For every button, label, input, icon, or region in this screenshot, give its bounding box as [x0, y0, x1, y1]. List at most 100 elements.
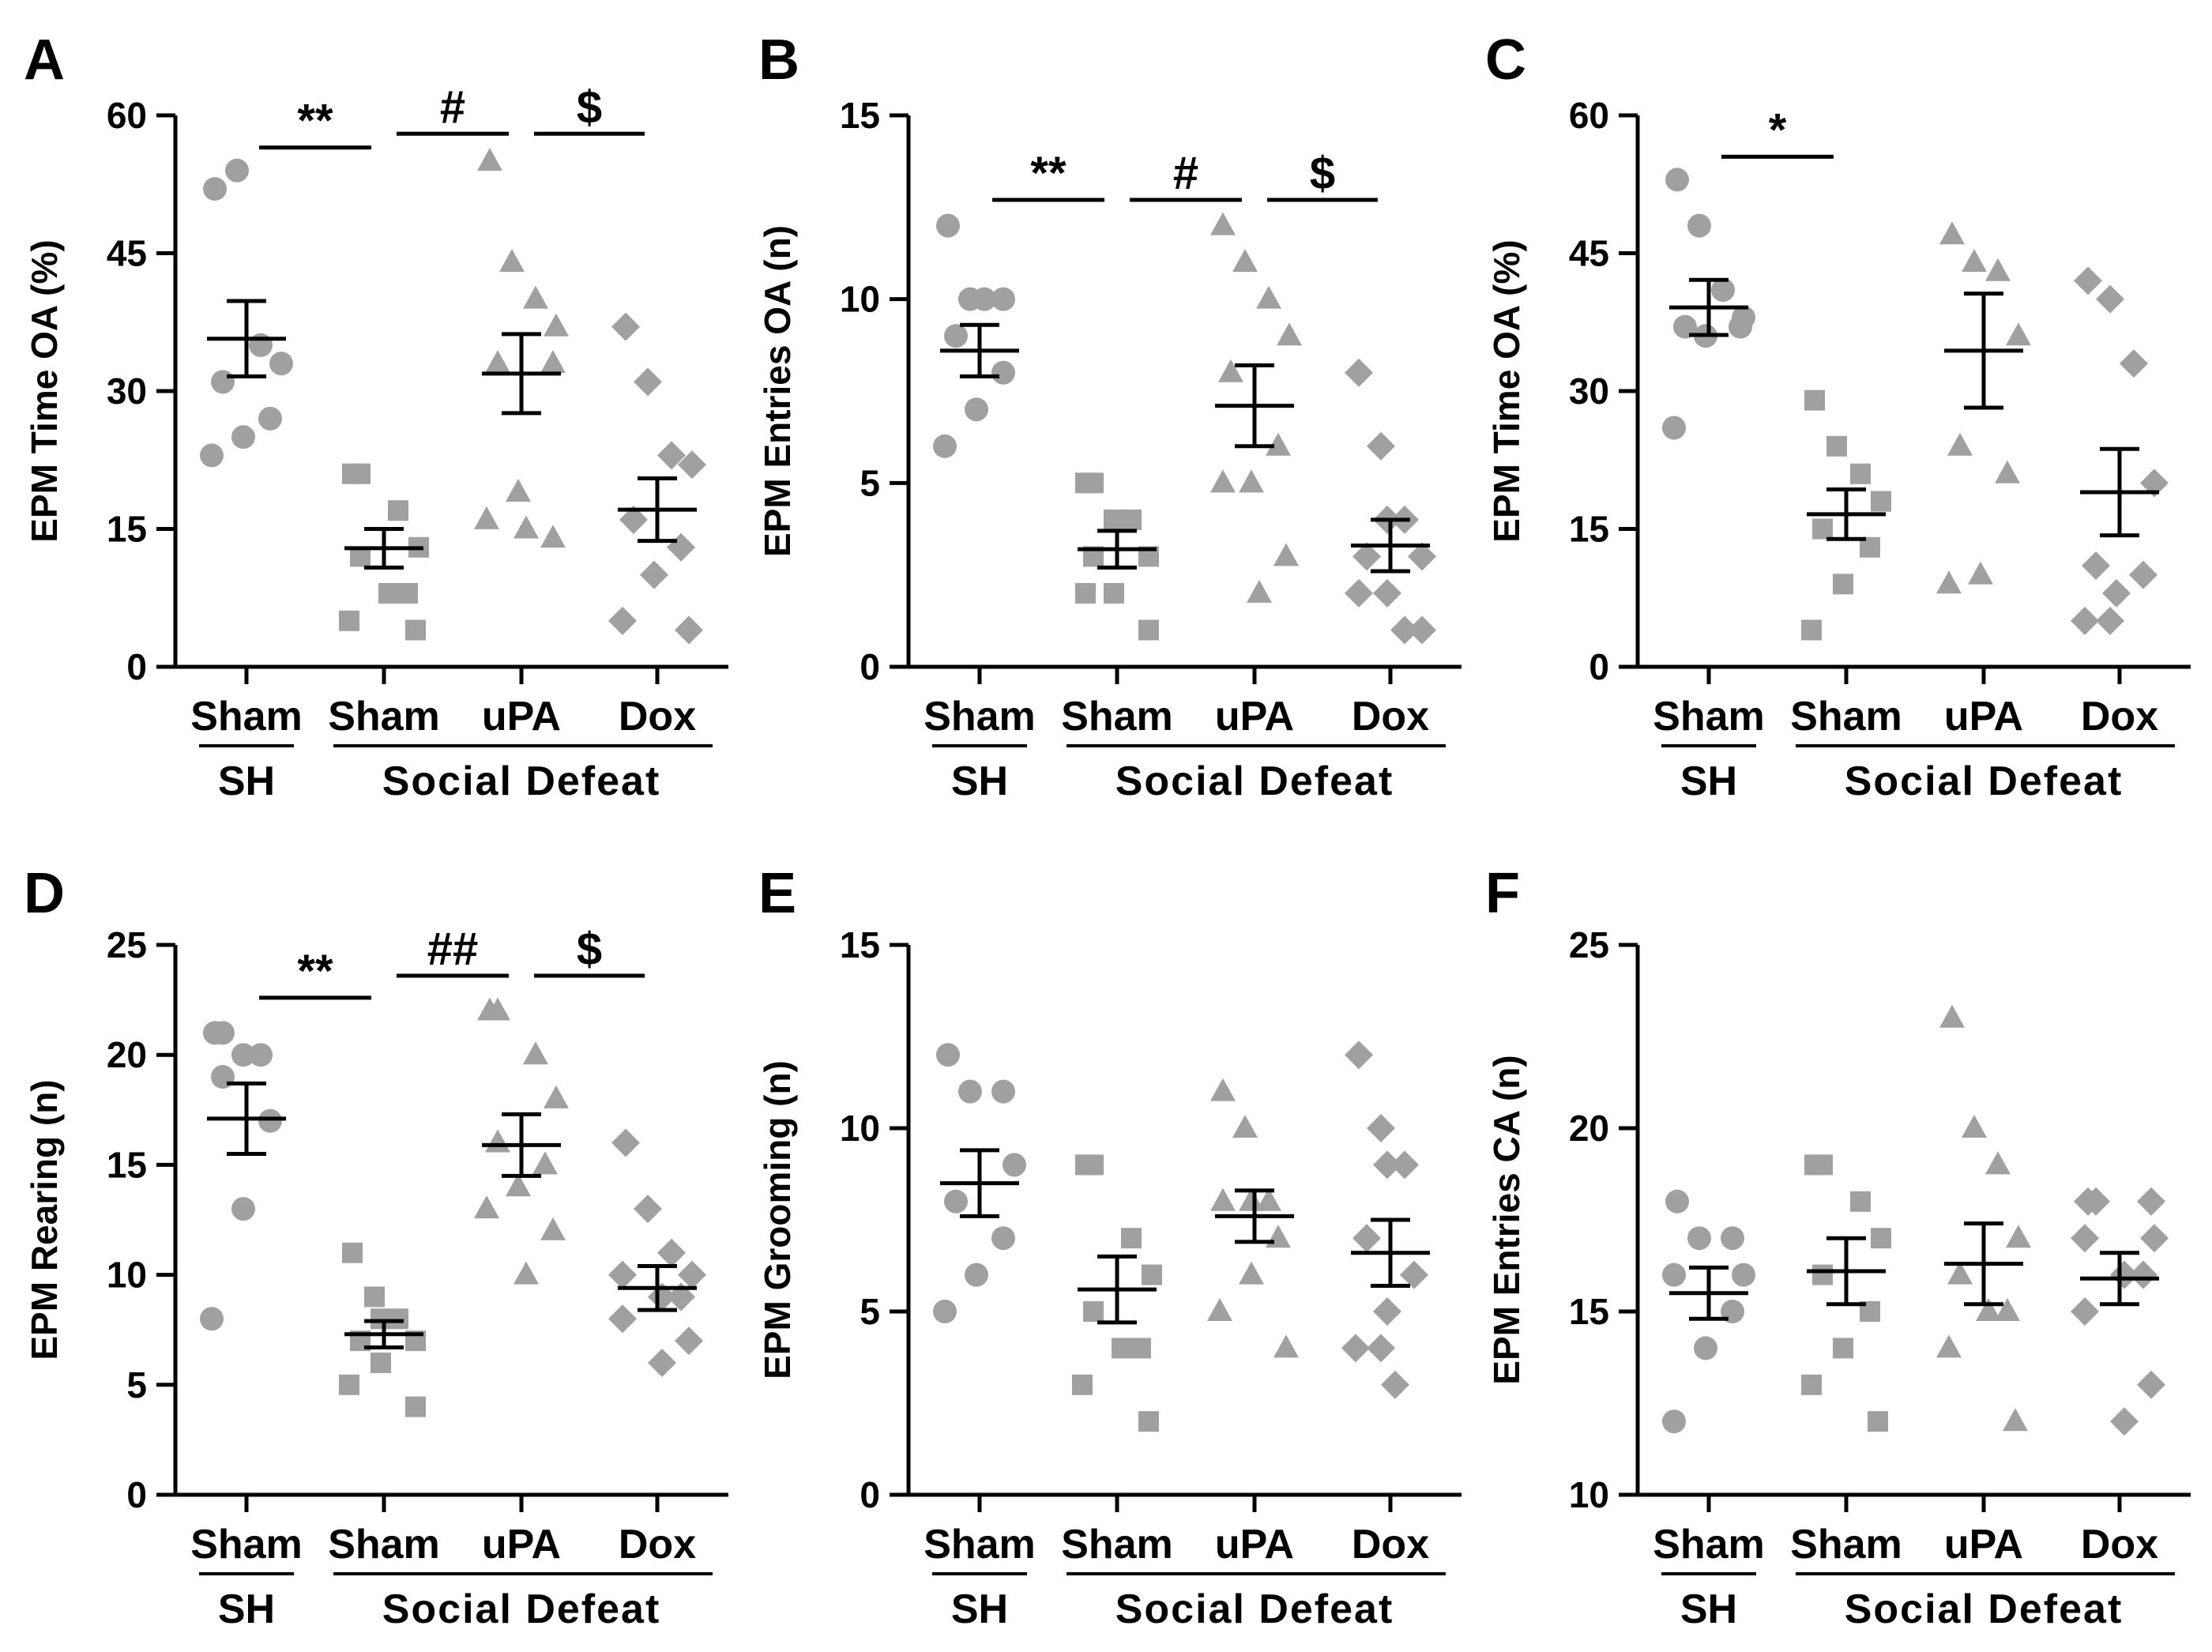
data-point: [678, 450, 706, 480]
data-point: [1408, 615, 1436, 645]
significance-label: **: [1030, 148, 1066, 199]
data-point: [1665, 167, 1689, 192]
data-point: [350, 463, 371, 484]
x-tick-label: uPA: [1944, 694, 2023, 739]
y-tick-label: 10: [107, 1255, 147, 1296]
data-point: [1801, 1374, 1822, 1395]
data-point: [2082, 1187, 2110, 1216]
data-point: [1075, 582, 1096, 604]
data-point: [544, 1085, 569, 1108]
data-point: [200, 443, 224, 468]
data-point: [2071, 1224, 2099, 1253]
x-tick-label: uPA: [482, 694, 561, 739]
data-point: [1207, 1298, 1232, 1321]
group-header-sh: SH: [218, 1586, 275, 1632]
data-point: [1083, 1301, 1104, 1322]
y-tick-label: 5: [860, 462, 880, 503]
data-point: [514, 1261, 539, 1285]
data-point: [258, 1108, 282, 1133]
data-point: [1130, 1338, 1151, 1359]
data-point: [225, 158, 249, 183]
data-point: [378, 582, 399, 604]
data-point: [965, 1263, 988, 1287]
data-point: [1812, 518, 1833, 540]
data-point: [1239, 1261, 1264, 1285]
x-tick-label: Sham: [328, 694, 440, 739]
data-point: [1662, 1263, 1686, 1287]
data-point: [2140, 1224, 2169, 1253]
data-point: [640, 560, 668, 589]
y-tick-label: 45: [1569, 233, 1609, 274]
data-point: [619, 505, 648, 534]
data-point: [1381, 1370, 1409, 1399]
x-tick-label: Sham: [190, 1522, 303, 1567]
data-point: [1232, 1115, 1258, 1138]
data-point: [1373, 578, 1401, 608]
significance-label: $: [577, 924, 602, 975]
y-tick-label: 0: [860, 646, 880, 687]
data-point: [249, 1043, 273, 1067]
data-point: [532, 1151, 558, 1175]
data-point: [1352, 542, 1381, 571]
significance-label: #: [1173, 148, 1198, 199]
data-point: [2071, 606, 2099, 635]
data-point: [388, 500, 408, 521]
y-tick-label: 20: [107, 1034, 147, 1075]
data-point: [1083, 472, 1104, 494]
y-tick-label: 25: [1569, 924, 1609, 965]
data-point: [944, 1189, 968, 1214]
data-point: [1962, 249, 1987, 273]
data-point: [965, 397, 988, 422]
y-tick-label: 60: [1569, 95, 1609, 136]
y-tick-label: 30: [1569, 371, 1609, 412]
significance-label: #: [440, 81, 465, 133]
x-tick-label: uPA: [1215, 694, 1294, 739]
y-tick-label: 15: [1569, 509, 1609, 550]
x-tick-label: Sham: [1653, 694, 1765, 739]
data-point: [667, 532, 695, 562]
data-point: [1390, 615, 1419, 645]
data-point: [474, 1195, 499, 1219]
x-tick-label: Sham: [328, 1522, 440, 1567]
x-tick-label: uPA: [1944, 1522, 2023, 1567]
y-tick-label: 15: [107, 1144, 147, 1185]
x-tick-label: Sham: [1790, 694, 1902, 739]
x-tick-label: Sham: [1790, 1522, 1902, 1567]
significance-label: $: [1310, 148, 1335, 199]
data-point: [1341, 1334, 1370, 1363]
data-point: [608, 1304, 637, 1334]
data-point: [1256, 285, 1281, 309]
data-point: [2006, 1225, 2031, 1248]
data-point: [2096, 284, 2124, 314]
data-point: [1112, 1338, 1132, 1359]
y-tick-label: 0: [126, 646, 147, 687]
data-point: [991, 287, 1015, 311]
data-point: [1665, 1189, 1689, 1214]
data-point: [231, 425, 255, 450]
data-point: [1345, 578, 1373, 608]
data-point: [2137, 1370, 2165, 1399]
data-point: [2074, 266, 2102, 295]
data-point: [1266, 432, 1291, 456]
y-axis-label: EPM Entries CA (n): [1486, 1055, 1527, 1384]
data-point: [1390, 1150, 1419, 1180]
y-tick-label: 20: [1569, 1108, 1609, 1149]
x-tick-label: Sham: [924, 1522, 1036, 1567]
data-point: [1995, 460, 2020, 484]
group-header-sh: SH: [218, 758, 275, 804]
data-point: [1801, 619, 1822, 641]
y-axis-label: EPM Entries OA (n): [757, 225, 798, 557]
group-header-social-defeat: Social Defeat: [1115, 758, 1394, 804]
data-point: [1850, 463, 1871, 484]
data-point: [371, 1352, 391, 1373]
data-point: [648, 1348, 676, 1377]
data-point: [1104, 509, 1124, 530]
data-point: [364, 1286, 385, 1308]
data-point: [1373, 1150, 1401, 1180]
y-axis-label: EPM Rearing (n): [24, 1079, 65, 1360]
data-point: [1367, 1334, 1395, 1363]
data-point: [2140, 469, 2169, 498]
